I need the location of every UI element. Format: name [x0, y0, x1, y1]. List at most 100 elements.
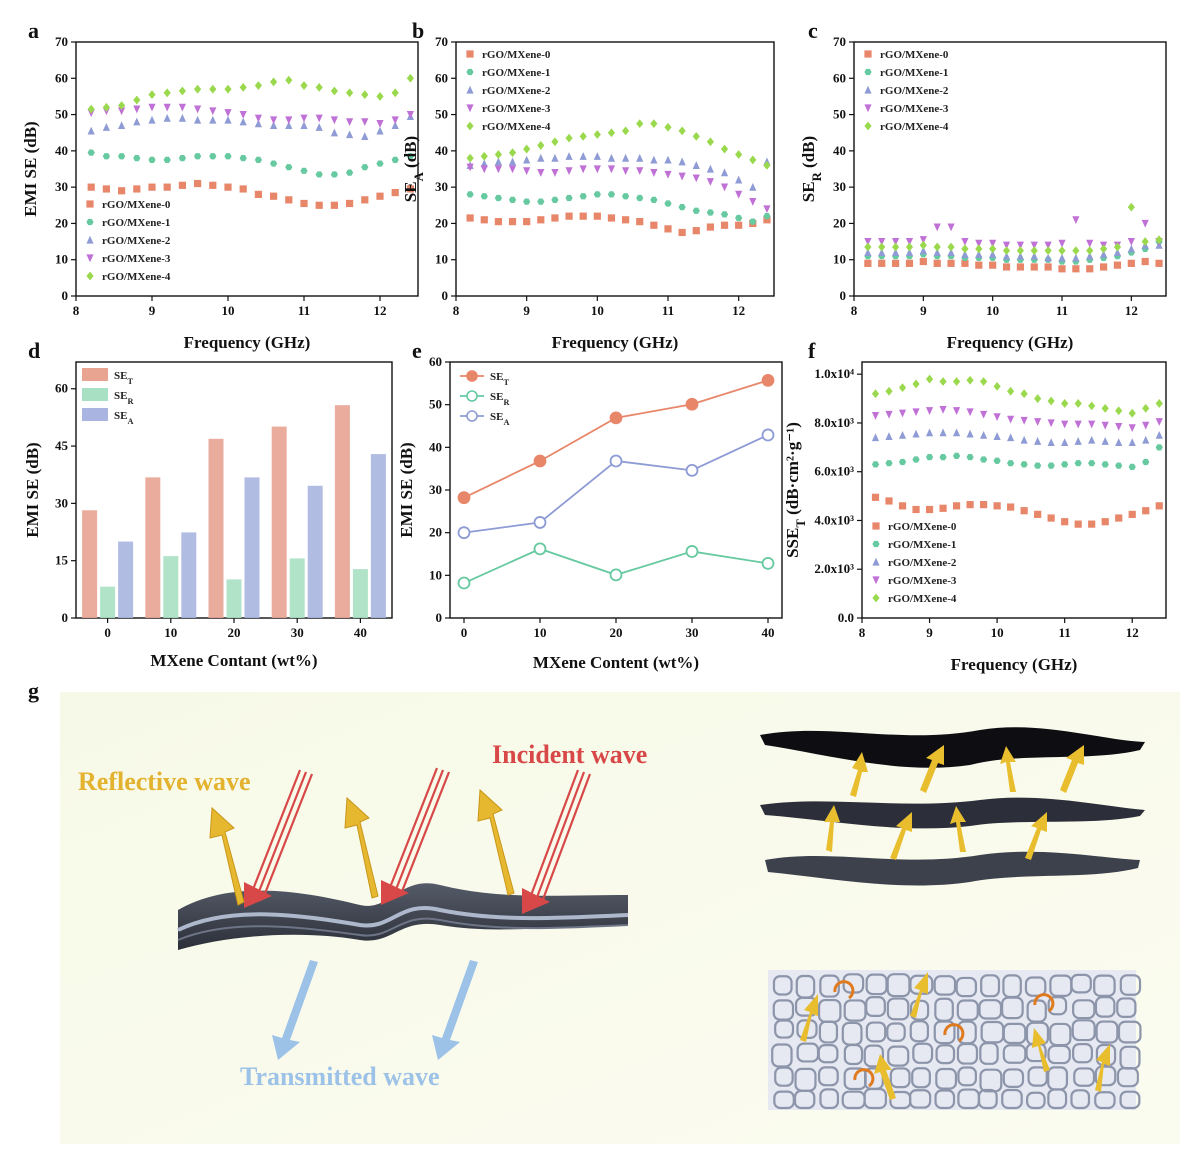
data-point: [871, 389, 880, 399]
x-tick-label: 10: [534, 625, 547, 640]
bar: [181, 532, 197, 618]
data-point: [961, 259, 969, 267]
data-point: [685, 545, 699, 558]
x-tick-label: 9: [523, 303, 530, 318]
data-point: [579, 131, 587, 141]
data-point: [209, 153, 217, 160]
y-tick-label: 20: [55, 215, 68, 230]
legend-marker: [466, 68, 474, 76]
data-point: [565, 133, 573, 143]
data-point: [1115, 462, 1123, 469]
x-axis-label: Frequency (GHz): [184, 333, 311, 352]
y-tick-label: 4.0x10³: [814, 512, 854, 527]
data-point: [892, 259, 900, 267]
data-point: [102, 153, 110, 160]
data-point: [692, 131, 700, 141]
data-point: [1058, 253, 1066, 262]
chart-panel-c: 8 9 10 11 12 0 10 20 30 40 50 60 70 Frequency (GHz) SE…: [799, 34, 1167, 352]
x-tick-label: 10: [164, 625, 177, 640]
data-point: [678, 126, 686, 136]
legend-label: rGO/MXene-0: [482, 49, 551, 61]
data-point: [912, 505, 920, 514]
x-tick-label: 11: [662, 303, 674, 318]
y-axis-label-sub: A: [412, 171, 426, 181]
data-point: [980, 377, 988, 386]
data-point: [224, 115, 232, 124]
network-cell: [796, 1019, 818, 1039]
data-point: [1155, 259, 1163, 267]
data-point: [898, 409, 907, 418]
data-point: [952, 377, 961, 386]
y-tick-label: 40: [435, 143, 448, 158]
network-cell: [908, 1089, 932, 1109]
data-point: [664, 122, 672, 132]
data-point: [609, 568, 623, 582]
network-cell: [1047, 1088, 1068, 1110]
data-point: [494, 218, 502, 226]
data-point: [1142, 403, 1150, 413]
data-point: [1020, 461, 1028, 468]
data-point: [551, 153, 559, 162]
y-tick-label: 50: [429, 397, 442, 412]
legend-marker: [466, 370, 478, 382]
data-point: [87, 183, 95, 191]
data-point: [664, 200, 672, 207]
legend-label: SET: [490, 371, 509, 387]
y-axis-label-tail: (dB): [799, 136, 818, 172]
data-point: [1128, 438, 1136, 447]
y-tick-label: 1.0x10⁴: [814, 366, 854, 381]
data-point: [650, 196, 658, 203]
data-point: [980, 410, 988, 419]
data-point: [720, 211, 729, 218]
legend-marker: [864, 104, 872, 113]
data-point: [565, 212, 573, 220]
data-point: [579, 212, 587, 220]
x-tick-label: 12: [1126, 625, 1139, 640]
data-point: [989, 239, 997, 248]
network-cell: [843, 1043, 864, 1066]
data-point: [457, 576, 471, 590]
data-point: [148, 156, 156, 164]
data-point: [593, 130, 601, 139]
data-point: [1155, 430, 1163, 439]
data-point: [537, 169, 545, 177]
x-axis-label: Frequency (GHz): [947, 333, 1074, 352]
data-point: [678, 228, 686, 237]
data-point: [270, 121, 278, 130]
data-point: [239, 185, 247, 193]
y-tick-label: 50: [435, 107, 448, 122]
legend-label: SER: [114, 390, 134, 406]
y-axis-label: EMI SE (dB): [21, 121, 40, 216]
data-point: [102, 102, 110, 112]
data-point: [254, 81, 262, 90]
data-point: [993, 457, 1001, 464]
data-point: [1047, 438, 1055, 447]
data-point: [607, 165, 616, 174]
panel-label-g: g: [28, 678, 39, 703]
data-point: [163, 88, 171, 98]
data-point: [961, 250, 969, 258]
network-cell: [1119, 974, 1142, 996]
legend-label-main: SE: [114, 370, 127, 382]
x-tick-label: 10: [986, 303, 999, 318]
data-point: [178, 181, 186, 189]
network-cell: [1001, 1088, 1023, 1110]
data-point: [480, 165, 488, 174]
data-point: [1115, 514, 1123, 522]
y-tick-label: 20: [429, 525, 442, 540]
data-point: [912, 408, 920, 417]
data-point: [565, 194, 573, 202]
legend-swatch: [82, 368, 108, 381]
data-point: [178, 86, 186, 96]
data-point: [1030, 263, 1038, 271]
legend-label: rGO/MXene-1: [102, 217, 170, 229]
plot-frame: [75, 41, 419, 297]
network-cell: [793, 1089, 816, 1110]
data-point: [980, 430, 988, 439]
data-point: [239, 117, 247, 126]
y-axis-label-main: SE: [799, 181, 818, 202]
legend-marker: [466, 121, 474, 131]
data-point: [925, 428, 934, 437]
data-point: [133, 117, 141, 126]
data-point: [871, 433, 880, 442]
